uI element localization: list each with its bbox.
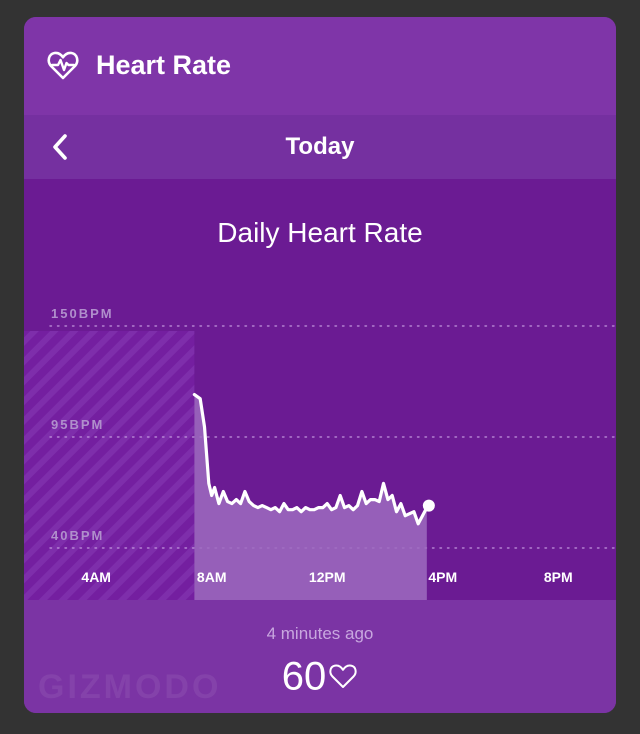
heart-rate-area [194, 394, 427, 600]
y-tick-label: 95BPM [51, 417, 104, 432]
x-tick-label: 4PM [428, 569, 457, 585]
current-bpm-value: 60 [281, 654, 327, 699]
day-label: Today [285, 133, 355, 160]
y-tick-label: 150BPM [51, 306, 114, 321]
chart-title: Daily Heart Rate [217, 217, 423, 248]
heart-rate-card: Heart Rate Today 150BPM 95BPM 40BPM 4AM 8AM… [24, 17, 616, 713]
y-tick-label: 40BPM [51, 528, 104, 543]
current-bpm: 60 [24, 650, 616, 700]
x-tick-label: 8AM [197, 569, 227, 585]
heart-rate-chart: 150BPM 95BPM 40BPM 4AM 8AM 12PM 4PM 8PM [24, 306, 616, 600]
header: Heart Rate [24, 17, 616, 115]
date-navigation: Today [24, 115, 616, 179]
heart-rate-icon [47, 51, 79, 80]
no-data-region [24, 331, 195, 600]
x-tick-label: 8PM [544, 569, 573, 585]
heart-rate-line [192, 393, 429, 526]
watermark: GIZMODO [38, 668, 222, 706]
page-title: Heart Rate [96, 50, 232, 80]
current-point [422, 499, 435, 512]
last-updated-text: 4 minutes ago [266, 624, 374, 643]
heart-outline-icon [329, 664, 357, 689]
chart-panel: 150BPM 95BPM 40BPM 4AM 8AM 12PM 4PM 8PM Daily … [24, 179, 616, 600]
chevron-left-icon [53, 134, 67, 160]
summary-footer: GIZMODO 4 minutes ago 60 [24, 600, 616, 713]
back-button[interactable] [42, 127, 82, 167]
x-tick-label: 12PM [309, 569, 346, 585]
x-tick-label: 4AM [81, 569, 111, 585]
